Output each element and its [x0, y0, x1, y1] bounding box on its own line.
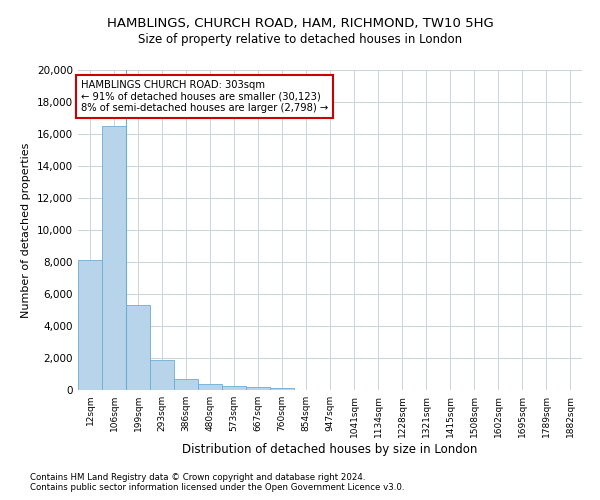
Bar	[246, 387, 270, 390]
Bar	[270, 388, 294, 390]
X-axis label: Distribution of detached houses by size in London: Distribution of detached houses by size …	[182, 442, 478, 456]
Text: HAMBLINGS, CHURCH ROAD, HAM, RICHMOND, TW10 5HG: HAMBLINGS, CHURCH ROAD, HAM, RICHMOND, T…	[107, 18, 493, 30]
Text: Contains HM Land Registry data © Crown copyright and database right 2024.: Contains HM Land Registry data © Crown c…	[30, 472, 365, 482]
Text: HAMBLINGS CHURCH ROAD: 303sqm
← 91% of detached houses are smaller (30,123)
8% o: HAMBLINGS CHURCH ROAD: 303sqm ← 91% of d…	[80, 80, 328, 113]
Y-axis label: Number of detached properties: Number of detached properties	[22, 142, 31, 318]
Bar	[126, 305, 150, 390]
Text: Size of property relative to detached houses in London: Size of property relative to detached ho…	[138, 32, 462, 46]
Bar	[222, 386, 246, 390]
Bar	[150, 360, 174, 390]
Bar	[174, 379, 198, 390]
Bar	[78, 260, 102, 390]
Bar	[198, 384, 222, 390]
Text: Contains public sector information licensed under the Open Government Licence v3: Contains public sector information licen…	[30, 482, 404, 492]
Bar	[102, 126, 126, 390]
